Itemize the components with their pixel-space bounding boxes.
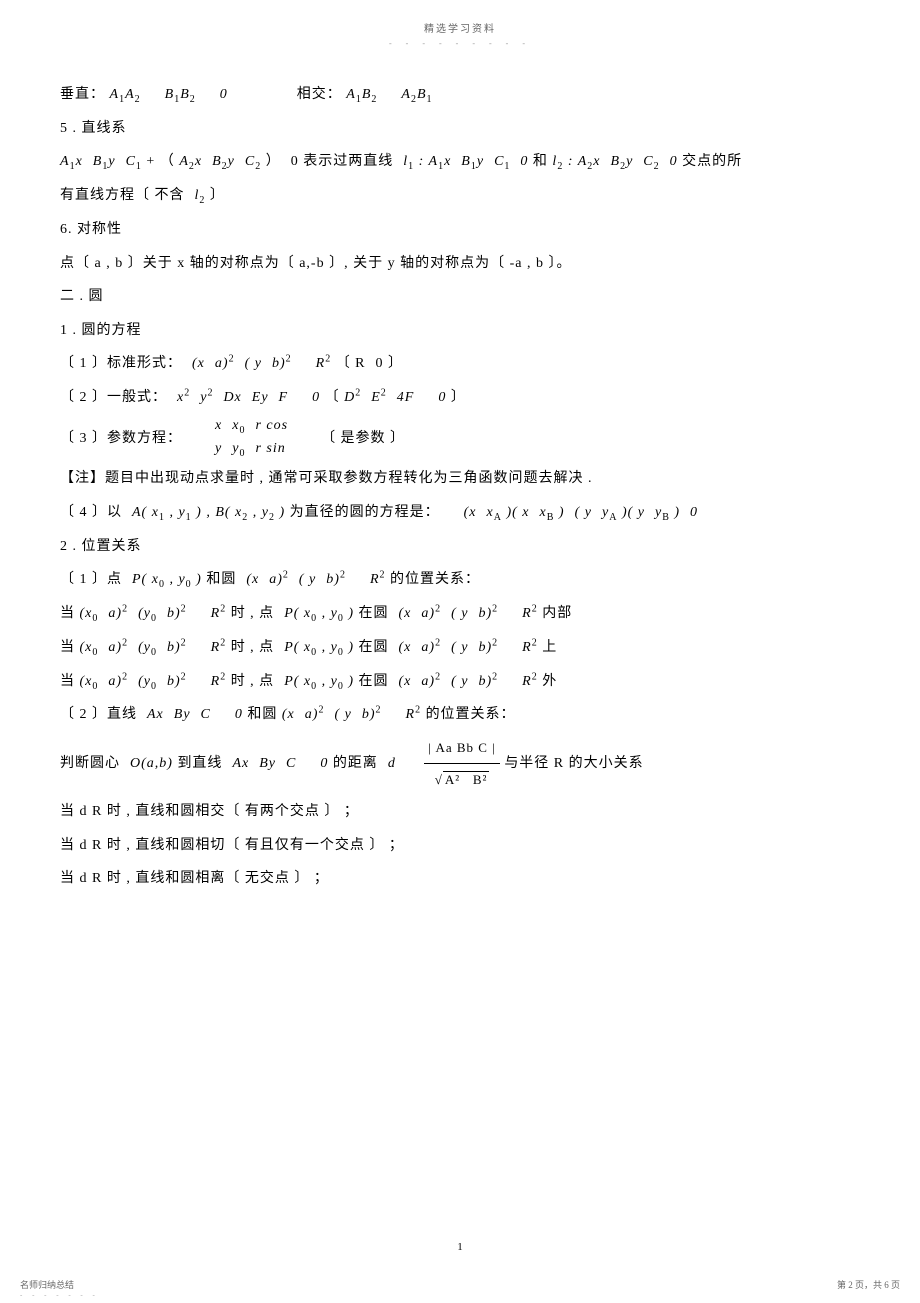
page-top-dots: - - - - - - - - - [60,39,860,48]
section-6-title: 6. 对称性 [60,213,860,247]
footer-right-text: 第 2 页，共 6 页 [837,1278,900,1291]
page-container: 精选学习资料 - - - - - - - - - 垂直： A1A2B1B20 相… [0,0,920,1303]
distance-formula: 判断圆心O(a,b) 到直线AxByC0 的距离d | Aa Bb C | √A… [60,732,860,795]
circle-param: 〔 3 〕参数方程： xx0r cos yy0r sin 〔 是参数 〕 [60,415,860,463]
d-eq-r: 当 d R 时 , 直线和圆相切〔 有且仅有一个交点 〕 ； [60,829,860,863]
d-gt-r: 当 d R 时 , 直线和圆相离〔 无交点 〕 ； [60,862,860,896]
distance-post: 与半径 R 的大小关系 [504,756,643,771]
expr-perpendicular: A1A2B1B20 [110,87,228,102]
frac-num: | Aa Bb C | [424,732,500,764]
frac-den: √A² B² [424,764,500,795]
param-tail: 〔 是参数 〕 [321,431,405,446]
expr-intersect: A1B2A2B1 [346,87,432,102]
footer-page-number: 1 [0,1241,920,1253]
circle-standard: 〔 1 〕标准形式：(xa)2( yb)2R2 〔 R0 〕 [60,347,860,381]
line-circle-relation: 〔 2 〕直线AxByC0 和圆 (xa)2( yb)2R2 的位置关系： [60,698,860,732]
point-on: 当 (x0a)2(y0b)2R2 时 , 点P( x0 , y0 ) 在圆(xa… [60,631,860,665]
line-system-eq-2: 有直线方程〔 不含l2 〕 [60,179,860,213]
param-eq-block: xx0r cos yy0r sin [215,415,288,463]
distance-fraction: | Aa Bb C | √A² B² [424,732,500,795]
label-intersect: 相交： [297,87,342,102]
point-inside: 当 (x0a)2(y0b)2R2 时 , 点P( x0 , y0 ) 在圆(xa… [60,597,860,631]
line-perpendicular-intersect: 垂直： A1A2B1B20 相交： A1B2A2B1 [60,78,860,112]
circle-eq-title: 1 . 圆的方程 [60,314,860,348]
note-line: 【注】题目中出现动点求量时 , 通常可采取参数方程转化为三角函数问题去解决 . [60,462,860,496]
circle-diameter: 〔 4 〕以A( x1 , y1 ) , B( x2 , y2 ) 为直径的圆的… [60,496,860,530]
point-circle-relation: 〔 1 〕点P( x0 , y0 ) 和圆(xa)2( yb)2R2 的位置关系… [60,563,860,597]
section-circle-title: 二 . 圆 [60,280,860,314]
position-relation-title: 2 . 位置关系 [60,530,860,564]
page-top-header: 精选学习资料 [60,20,860,35]
footer-left-dots: - - - - - - - [20,1291,99,1299]
symmetry-text: 点〔 a , b 〕关于 x 轴的对称点为〔 a,-b 〕, 关于 y 轴的对称… [60,247,860,281]
param-lead: 〔 3 〕参数方程： [60,431,182,446]
footer-left-text: 名师归纳总结 [20,1278,74,1291]
d-less-r: 当 d R 时 , 直线和圆相交〔 有两个交点 〕 ； [60,795,860,829]
line-system-eq: A1xB1yC1 + （ A2xB2yC2 ）0 表示过两直线l1 : A1xB… [60,145,860,179]
section-5-title: 5 . 直线系 [60,112,860,146]
label-perpendicular: 垂直： [60,87,105,102]
point-outside: 当 (x0a)2(y0b)2R2 时 , 点P( x0 , y0 ) 在圆(xa… [60,665,860,699]
circle-general: 〔 2 〕一般式：x2y2DxEyF0 〔 D2E24F0 〕 [60,381,860,415]
